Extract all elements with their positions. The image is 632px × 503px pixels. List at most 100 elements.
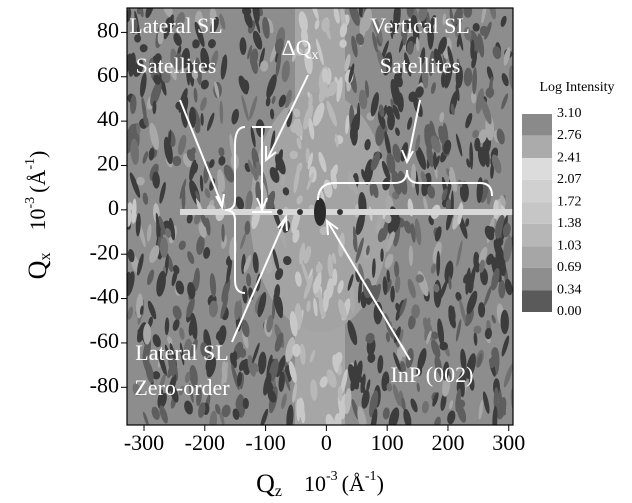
colorbar-label: 1.38 [557, 216, 582, 231]
texture [221, 277, 231, 303]
texture [281, 60, 290, 83]
texture [347, 320, 358, 346]
texture [421, 400, 429, 414]
texture [200, 47, 210, 72]
colorbar-label: 0.69 [557, 260, 582, 275]
texture [380, 248, 384, 262]
texture [408, 315, 416, 330]
texture [235, 397, 239, 410]
texture [152, 371, 161, 380]
texture [449, 8, 454, 24]
texture [373, 301, 383, 325]
texture [361, 168, 366, 181]
texture [134, 34, 141, 43]
texture [140, 72, 147, 98]
texture [207, 39, 216, 49]
texture [416, 382, 420, 393]
texture [466, 290, 478, 315]
texture [200, 112, 204, 126]
texture [307, 152, 314, 170]
colorbar-band [522, 267, 552, 291]
texture [483, 285, 492, 306]
colorbar-band [522, 158, 552, 180]
texture [393, 217, 401, 233]
texture [241, 94, 249, 122]
texture [469, 375, 475, 391]
texture [217, 325, 227, 346]
texture [157, 28, 164, 45]
texture [298, 11, 308, 33]
texture [370, 408, 378, 425]
texture [465, 112, 473, 129]
texture [187, 251, 195, 264]
texture [323, 288, 330, 313]
texture [139, 44, 148, 53]
texture [306, 172, 314, 191]
texture [472, 22, 480, 32]
texture [500, 309, 509, 335]
texture [489, 8, 497, 20]
texture [502, 223, 511, 238]
texture [238, 359, 246, 372]
texture [406, 40, 414, 55]
texture [404, 52, 412, 77]
texture [355, 237, 364, 264]
texture [420, 171, 427, 185]
texture [390, 285, 395, 303]
texture [257, 292, 267, 318]
y-tick-label: 20 [97, 151, 119, 176]
texture [443, 139, 452, 155]
texture [308, 118, 315, 140]
texture [218, 156, 226, 166]
texture [138, 8, 144, 18]
texture [355, 33, 365, 46]
texture [415, 134, 421, 152]
texture [206, 112, 215, 131]
texture [336, 76, 343, 103]
texture [463, 26, 472, 41]
texture [271, 95, 276, 105]
texture [263, 372, 272, 396]
texture [159, 405, 168, 424]
y-tick-label: -20 [90, 239, 119, 264]
texture [314, 19, 320, 30]
texture [205, 357, 214, 374]
annotation: Vertical SL [370, 13, 470, 38]
texture [426, 330, 432, 344]
texture [187, 282, 196, 300]
texture [285, 337, 296, 362]
x-axis-label: Qz 10-3 (Å-1) [256, 469, 384, 500]
texture [484, 146, 490, 168]
x-tick-label: -100 [245, 430, 285, 455]
texture [289, 311, 298, 337]
texture [361, 389, 370, 409]
texture [386, 382, 393, 392]
y-axis-label: Qx 10-3 (Å-1) [23, 151, 54, 280]
texture [133, 59, 144, 78]
texture [322, 68, 329, 84]
texture [220, 294, 229, 319]
texture [471, 56, 477, 69]
texture [408, 245, 414, 267]
texture [303, 274, 313, 300]
texture [145, 8, 154, 19]
texture [178, 385, 185, 396]
texture [313, 298, 318, 317]
x-tick-label: -200 [185, 430, 225, 455]
annotation-arrows [179, 74, 493, 361]
annotations: Lateral SL Satellites ΔQx Vertical SL Sa… [129, 13, 473, 400]
texture [286, 404, 294, 425]
texture [170, 374, 177, 393]
texture [193, 267, 200, 292]
texture [192, 39, 199, 49]
texture [177, 45, 182, 56]
texture [245, 190, 253, 212]
texture [250, 126, 256, 148]
texture [132, 383, 141, 396]
texture [377, 228, 386, 243]
texture [384, 253, 394, 269]
texture [231, 108, 239, 125]
texture [442, 374, 451, 397]
texture [339, 400, 346, 420]
texture [327, 81, 338, 97]
